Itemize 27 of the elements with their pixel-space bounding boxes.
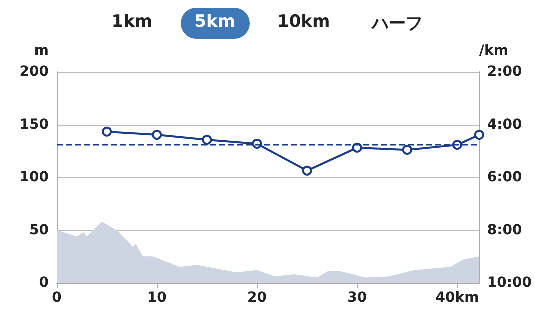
y-axis-title: m [34, 43, 49, 59]
x-tick-label: 20 [247, 290, 268, 306]
y-tick-label: 200 [20, 64, 50, 80]
x-tick-label: 30 [348, 290, 368, 306]
x-tick-label: 10 [147, 290, 168, 306]
y-tick-label: 150 [20, 116, 50, 133]
point [402, 145, 412, 156]
x-tick-label: 40km [436, 290, 480, 306]
text: ハーフ [370, 13, 424, 36]
y-tick-label: 50 [30, 222, 50, 238]
y2-tick-label: 2:00 [487, 64, 523, 80]
x-tick-label: 0 [52, 290, 62, 306]
y2-axis-title: /km [479, 43, 508, 59]
point [302, 166, 312, 176]
y-tick-label: 100 [20, 170, 50, 186]
point [102, 126, 112, 137]
point [202, 135, 212, 146]
text: 5km [180, 8, 250, 39]
point [474, 130, 484, 140]
y2-tick-label: 10:00 [487, 275, 532, 291]
y2-tick-label: 6:00 [487, 170, 523, 186]
y2-tick-label: 4:00 [487, 116, 523, 133]
text: 1km [110, 11, 154, 34]
point [152, 130, 162, 140]
text: 10km [276, 11, 332, 34]
y2-tick-label: 8:00 [487, 222, 523, 238]
y-tick-label: 0 [39, 275, 50, 291]
